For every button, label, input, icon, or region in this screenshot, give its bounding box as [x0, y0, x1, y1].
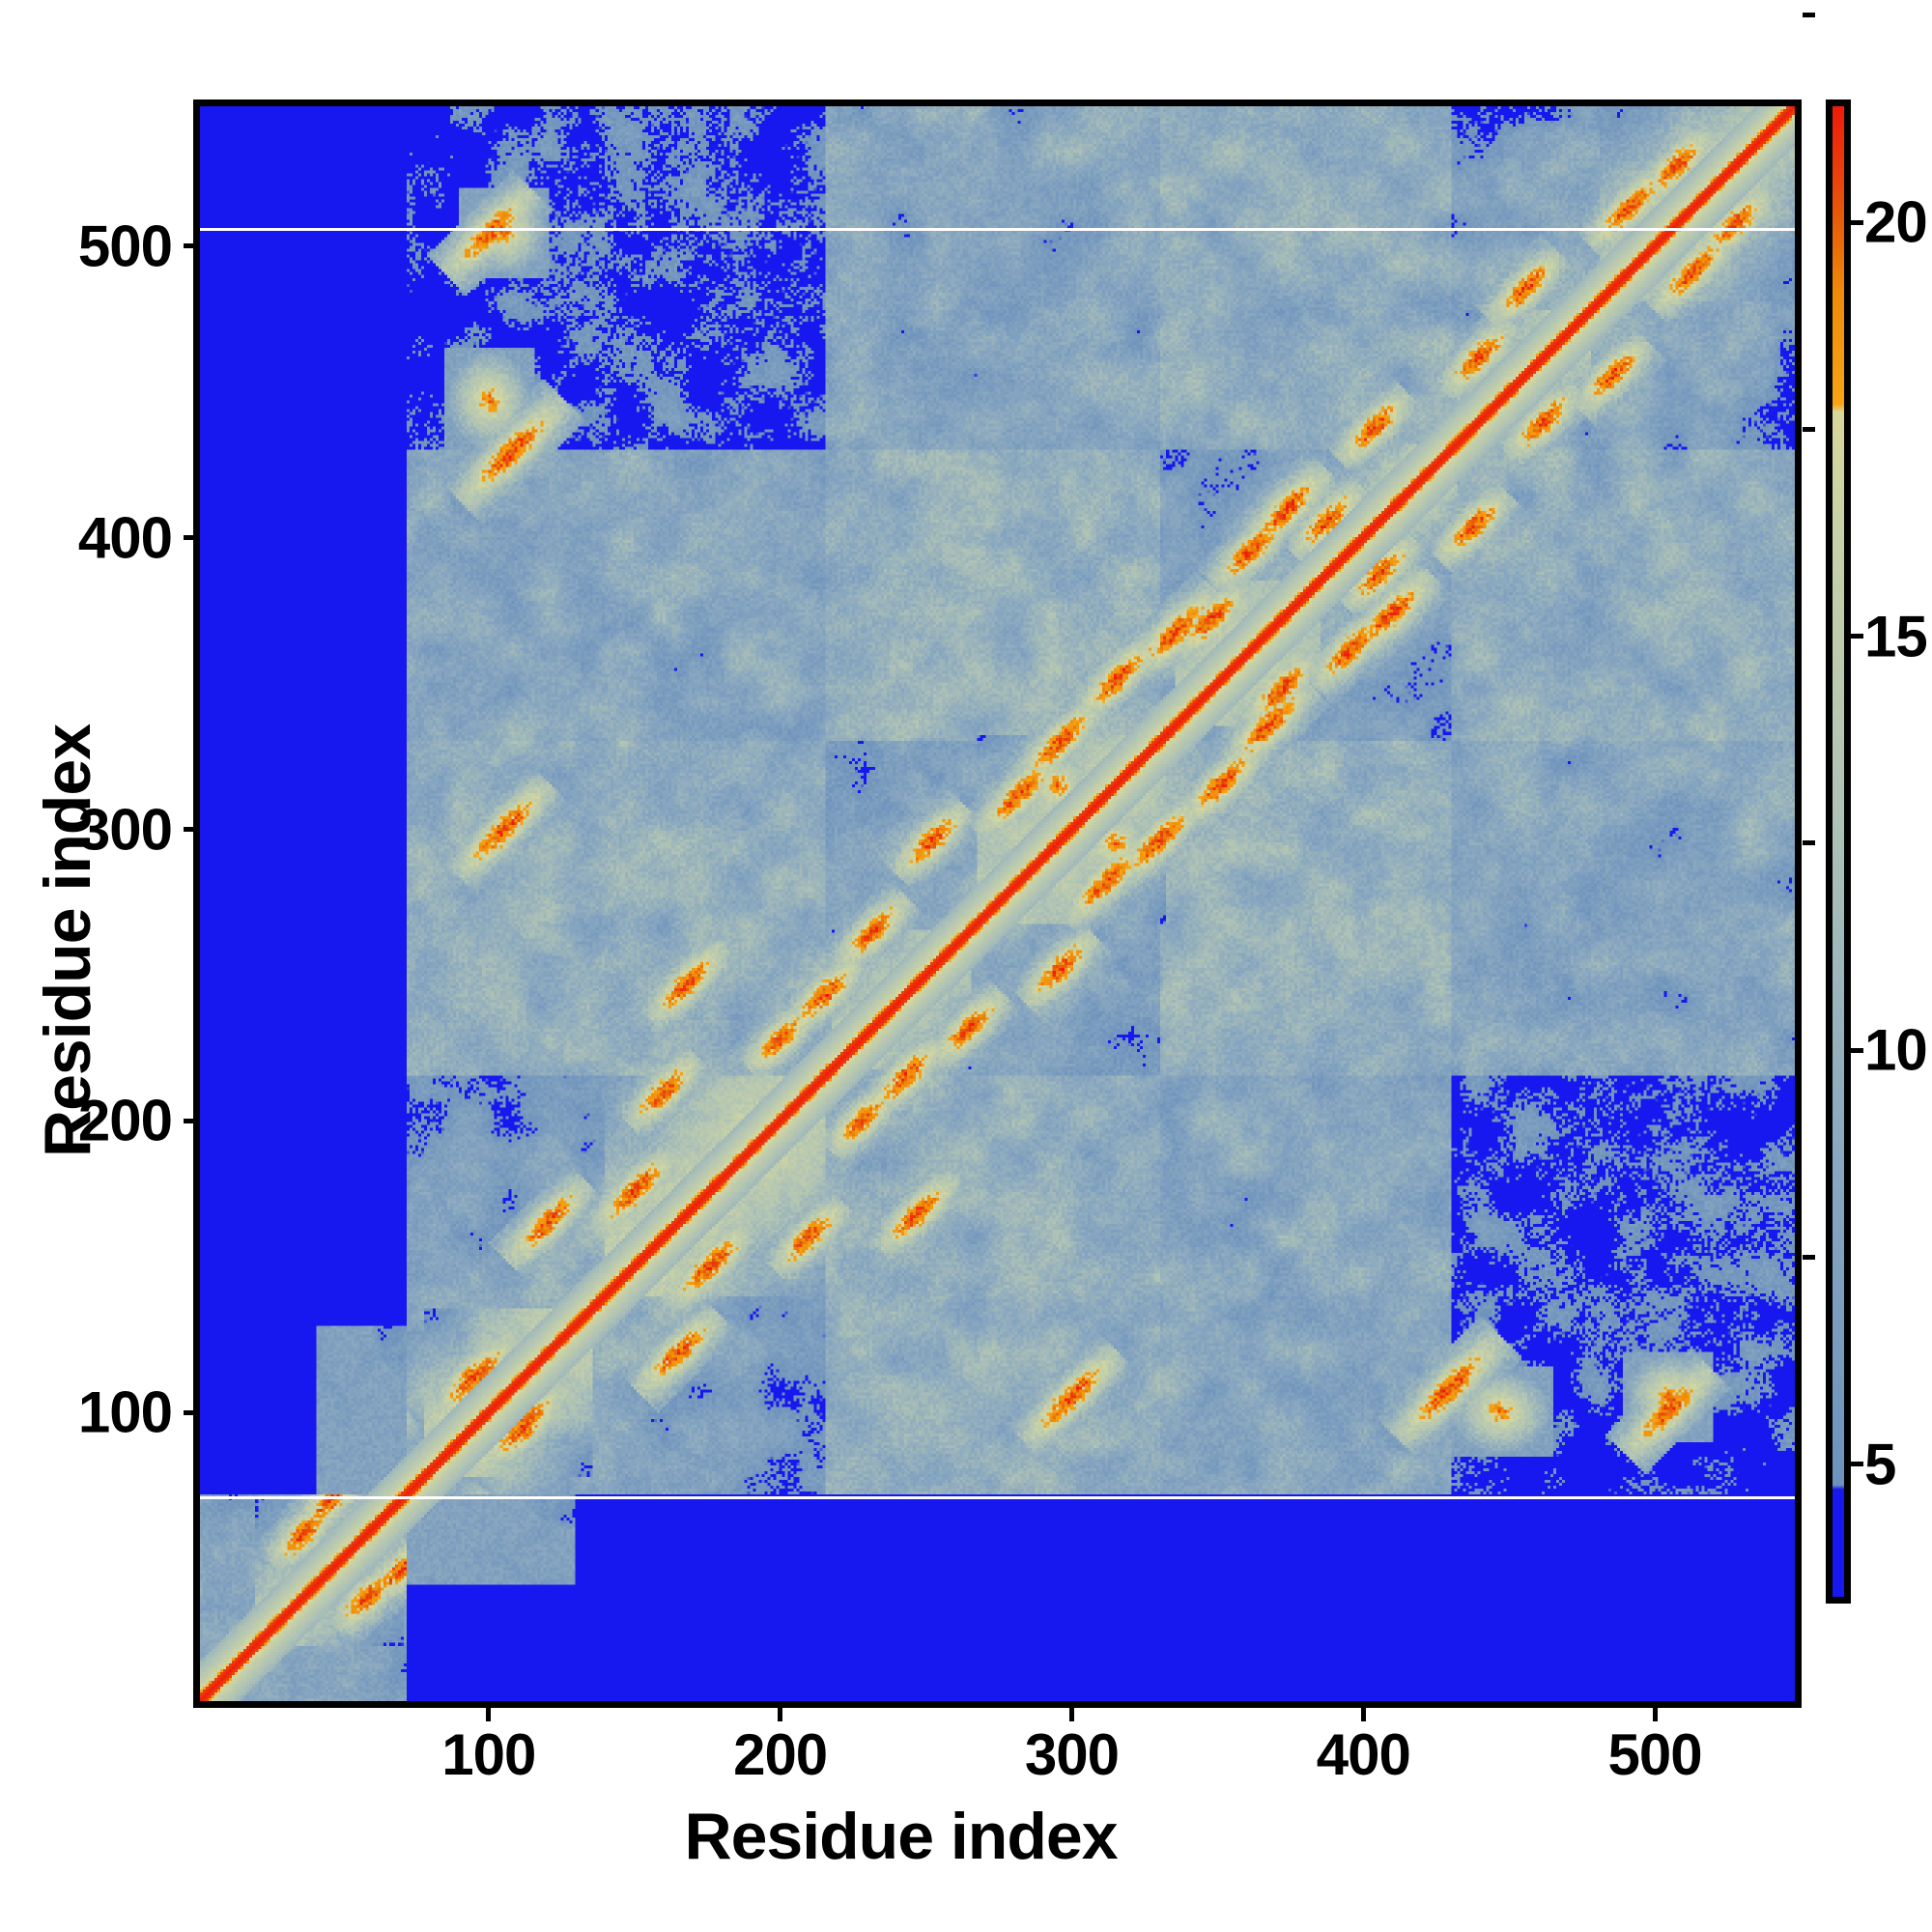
x-tick-300 — [1068, 1705, 1074, 1721]
heatmap-plot-area[interactable] — [193, 99, 1802, 1708]
colorbar-tick-15 — [1851, 634, 1863, 639]
y-tick-500 — [184, 243, 200, 249]
colorbar-minor-tick-3 — [1803, 1255, 1815, 1261]
colorbar-tick-10 — [1851, 1047, 1863, 1053]
distance-map-canvas — [200, 106, 1795, 1701]
y-tick-label-300: 300 — [77, 797, 173, 863]
x-tick-label-100: 100 — [441, 1722, 536, 1787]
y-tick-label-500: 500 — [77, 213, 173, 279]
y-axis-label: Residue index — [31, 724, 104, 1158]
colorbar-label-20: 20 — [1864, 189, 1928, 255]
y-tick-100 — [184, 1409, 200, 1415]
colorbar-tick-20 — [1851, 219, 1863, 225]
y-tick-200 — [184, 1118, 200, 1123]
colorbar-label-15: 15 — [1864, 604, 1928, 669]
colorbar-label-10: 10 — [1864, 1017, 1928, 1083]
x-tick-200 — [778, 1705, 783, 1721]
colorbar[interactable] — [1826, 99, 1851, 1604]
colorbar-minor-tick-1 — [1803, 426, 1815, 432]
y-tick-300 — [184, 827, 200, 833]
x-tick-label-500: 500 — [1607, 1722, 1703, 1787]
y-tick-400 — [184, 535, 200, 541]
y-tick-label-200: 200 — [77, 1088, 173, 1153]
y-tick-label-400: 400 — [77, 505, 173, 571]
x-tick-label-200: 200 — [733, 1722, 828, 1787]
x-tick-500 — [1652, 1705, 1658, 1721]
colorbar-minor-tick-0 — [1803, 13, 1815, 18]
x-tick-400 — [1360, 1705, 1366, 1721]
y-tick-label-100: 100 — [77, 1379, 173, 1445]
x-axis-label: Residue index — [684, 1800, 1118, 1873]
colorbar-minor-tick-2 — [1803, 840, 1815, 846]
colorbar-label-5: 5 — [1864, 1432, 1896, 1497]
x-tick-label-300: 300 — [1024, 1722, 1120, 1787]
colorbar-gradient — [1833, 106, 1844, 1597]
x-tick-100 — [486, 1705, 492, 1721]
colorbar-tick-5 — [1851, 1462, 1863, 1467]
x-tick-label-400: 400 — [1316, 1722, 1411, 1787]
